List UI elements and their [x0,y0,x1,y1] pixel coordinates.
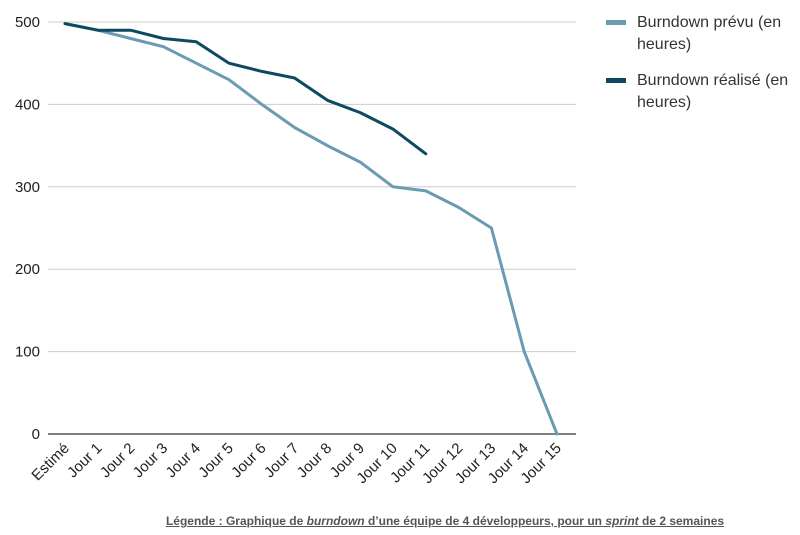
x-tick-label: Jour 6 [228,440,270,482]
y-axis-ticks: 0 100 200 300 400 500 [15,14,40,443]
x-tick-label: Estimé [28,440,72,484]
series-lines [63,22,559,436]
x-tick-label: Jour 3 [130,440,172,482]
x-tick-label: Jour 7 [261,440,303,482]
y-tick-label: 100 [15,344,40,361]
x-tick-label: Jour 5 [195,440,237,482]
x-tick-label: Jour 1 [64,440,106,482]
gridlines [48,21,576,353]
legend-item-planned: Burndown prévu (en heures) [606,12,800,56]
legend-item-actual: Burndown réalisé (en heures) [606,70,800,114]
x-tick-label: Jour 4 [163,440,205,482]
y-tick-label: 300 [15,179,40,196]
caption-emphasis-burndown: burndown [306,514,365,528]
legend-label-actual: Burndown réalisé (en heures) [637,72,789,111]
legend: Burndown prévu (en heures) Burndown réal… [606,12,800,128]
x-tick-label: Jour 2 [97,440,139,482]
x-tick-label: Jour 8 [294,440,336,482]
y-tick-label: 400 [15,96,40,113]
series-line-actual [63,22,428,156]
y-tick-label: 500 [15,14,40,31]
y-tick-label: 200 [15,261,40,278]
caption-part-2: d’une équipe de 4 développeurs, pour un [364,514,606,528]
legend-label-planned: Burndown prévu (en heures) [637,14,782,53]
legend-swatch-actual [606,78,626,83]
caption-emphasis-sprint: sprint [605,514,639,528]
series-line-planned [63,22,559,436]
caption-part-3: de 2 semaines [638,514,725,528]
figure-caption: Légende : Graphique de burndown d’une éq… [0,514,800,528]
y-tick-label: 0 [32,426,40,443]
legend-swatch-planned [606,20,626,25]
caption-part-1: Légende : Graphique de [165,514,307,528]
